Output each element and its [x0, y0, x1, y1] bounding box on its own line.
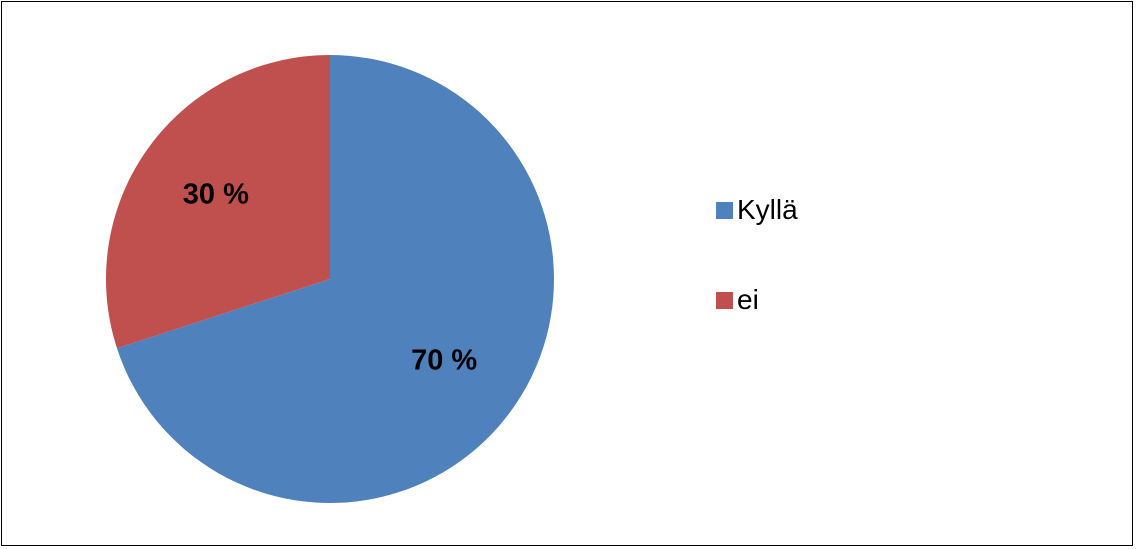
legend-swatch-kylla — [716, 201, 733, 219]
data-label-kylla: 70 % — [411, 345, 477, 377]
pie-slice-kylla — [116, 55, 554, 504]
legend: Kyllä ei — [716, 190, 798, 370]
legend-item-kylla: Kyllä — [716, 190, 798, 230]
legend-swatch-ei — [716, 291, 733, 309]
legend-item-ei: ei — [716, 280, 798, 320]
pie-slice-ei — [105, 55, 330, 349]
legend-label-kylla: Kyllä — [737, 194, 798, 225]
legend-label-ei: ei — [737, 284, 759, 315]
data-label-ei: 30 % — [183, 179, 249, 211]
